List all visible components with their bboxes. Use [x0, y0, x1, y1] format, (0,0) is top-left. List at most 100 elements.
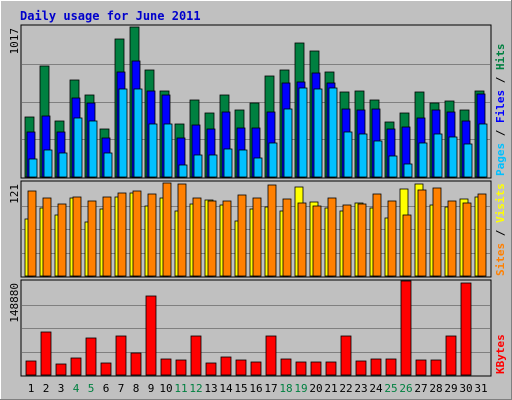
x-tick-label-day-24: 24: [369, 382, 383, 395]
x-tick-label-day-9: 9: [148, 382, 155, 395]
x-tick-label-day-20: 20: [309, 382, 322, 395]
bar-kbytes-day-4: [70, 357, 82, 376]
bar-pages-day-21: [328, 87, 338, 178]
bar-kbytes-day-19: [295, 361, 307, 376]
bar-pages-day-3: [58, 152, 68, 178]
x-tick-label-day-14: 14: [219, 382, 233, 395]
bar-pages-day-1: [28, 158, 38, 178]
bar-kbytes-day-3: [55, 363, 67, 376]
side-label-kbytes: KBytes: [494, 334, 507, 374]
x-tick-label-day-31: 31: [474, 382, 487, 395]
bar-sites-day-14: [222, 200, 232, 277]
bar-pages-day-7: [118, 88, 128, 178]
bar-kbytes-day-29: [445, 335, 457, 376]
x-axis-day-labels: 1 2 3 4 5 6 7 8 9 10 11 12 13 14 15 16 17 18 19 20 21 22 23 24 2…: [28, 382, 488, 395]
pages-files-hits-panel: 1017 Pages / Files / Hits: [8, 24, 507, 179]
bar-kbytes-day-9: [145, 295, 157, 376]
x-tick-label-day-4: 4: [73, 382, 80, 395]
x-tick-label-day-15: 15: [234, 382, 247, 395]
bar-pages-day-28: [433, 133, 443, 178]
x-tick-label-day-10: 10: [159, 382, 172, 395]
bar-kbytes-day-8: [130, 352, 142, 376]
x-tick-label-day-13: 13: [204, 382, 217, 395]
bar-sites-day-5: [87, 200, 97, 277]
x-tick-label-day-8: 8: [133, 382, 140, 395]
bar-sites-day-19: [297, 202, 307, 277]
bar-pages-day-14: [223, 148, 233, 178]
bar-sites-day-28: [432, 187, 442, 277]
bar-pages-day-6: [103, 152, 113, 178]
bar-pages-day-27: [418, 142, 428, 178]
bar-pages-day-8: [133, 88, 143, 178]
bar-pages-day-4: [73, 117, 83, 178]
x-tick-label-day-30: 30: [459, 382, 472, 395]
bar-sites-day-16: [252, 197, 262, 277]
side-label-visits: Visits: [494, 183, 507, 223]
side-label-files: Files: [494, 90, 507, 123]
bar-pages-day-26: [403, 163, 413, 178]
panel-gridlines: [22, 305, 490, 353]
kbytes-bars: [25, 280, 472, 376]
bar-sites-day-2: [42, 197, 52, 277]
bar-kbytes-day-16: [250, 361, 262, 376]
bar-kbytes-day-25: [385, 358, 397, 376]
bar-pages-day-19: [298, 87, 308, 178]
side-label-sites: Sites: [494, 243, 507, 276]
bar-sites-day-22: [342, 204, 352, 277]
x-tick-label-day-23: 23: [354, 382, 367, 395]
bar-pages-day-13: [208, 154, 218, 178]
bar-kbytes-day-24: [370, 358, 382, 376]
bar-pages-day-25: [388, 155, 398, 178]
bar-sites-day-26: [402, 214, 412, 277]
bar-kbytes-day-13: [205, 362, 217, 376]
bar-sites-day-8: [132, 190, 142, 277]
svg-text:KBytes: KBytes: [494, 334, 507, 374]
bar-sites-day-10: [162, 182, 172, 277]
bar-sites-day-21: [327, 197, 337, 277]
bar-pages-day-12: [193, 154, 203, 178]
bar-sites-day-17: [267, 184, 277, 277]
y-max-tick-label: 121: [8, 184, 21, 204]
bar-sites-day-3: [57, 203, 67, 277]
bar-sites-day-31: [477, 193, 487, 277]
bar-kbytes-day-7: [115, 335, 127, 376]
kbytes-panel: 148880 KBytes: [8, 279, 507, 377]
bar-pages-day-5: [88, 120, 98, 178]
bar-sites-day-30: [462, 202, 472, 277]
side-label-hits: Hits: [494, 44, 507, 71]
bar-sites-day-11: [177, 183, 187, 277]
bar-kbytes-day-5: [85, 337, 97, 376]
bar-kbytes-day-23: [355, 360, 367, 376]
x-tick-label-day-27: 27: [414, 382, 427, 395]
bar-pages-day-17: [268, 142, 278, 178]
x-tick-label-day-28: 28: [429, 382, 442, 395]
bar-sites-day-23: [357, 203, 367, 277]
x-tick-label-day-29: 29: [444, 382, 457, 395]
bar-sites-day-29: [447, 200, 457, 277]
bar-pages-day-11: [178, 164, 188, 178]
bar-kbytes-day-2: [40, 331, 52, 376]
bar-kbytes-day-30: [460, 282, 472, 376]
pages-files-hits-side-label: Pages / Files / Hits: [494, 44, 507, 177]
bar-pages-day-20: [313, 88, 323, 178]
bar-sites-day-24: [372, 193, 382, 277]
bar-pages-day-18: [283, 108, 293, 178]
bar-pages-day-2: [43, 149, 53, 178]
bar-sites-day-1: [27, 190, 37, 277]
bar-kbytes-day-11: [175, 359, 187, 376]
bar-sites-day-7: [117, 192, 127, 277]
bar-pages-day-29: [448, 136, 458, 178]
bar-kbytes-day-27: [415, 359, 427, 376]
side-label-slash: /: [494, 223, 507, 243]
bar-kbytes-day-18: [280, 358, 292, 376]
x-tick-label-day-18: 18: [279, 382, 292, 395]
x-tick-label-day-6: 6: [103, 382, 110, 395]
bar-kbytes-day-15: [235, 359, 247, 376]
bar-sites-day-20: [312, 205, 322, 277]
bar-sites-day-12: [192, 197, 202, 277]
x-tick-label-day-19: 19: [294, 382, 307, 395]
bar-kbytes-day-10: [160, 358, 172, 376]
bar-kbytes-day-28: [430, 359, 442, 376]
side-label-slash: /: [494, 123, 507, 143]
